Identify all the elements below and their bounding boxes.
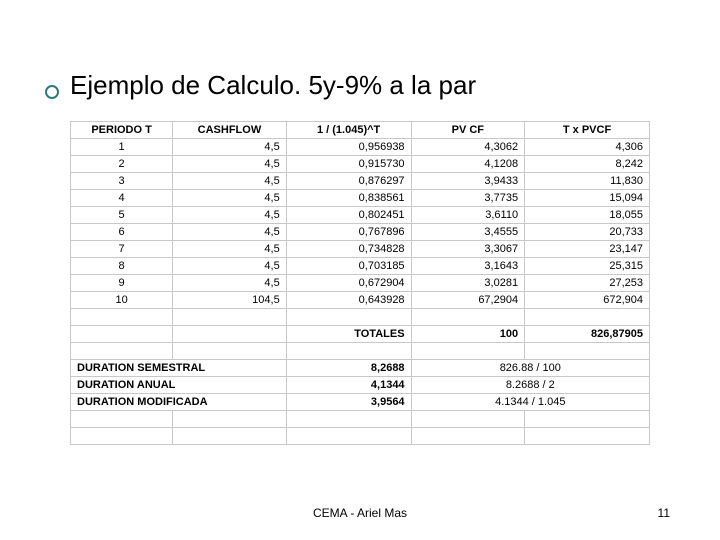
table-row: 10104,50,64392867,2904672,904 xyxy=(71,292,650,309)
page-number: 11 xyxy=(658,506,670,520)
summary-row: DURATION SEMESTRAL 8,2688 826.88 / 100 xyxy=(71,360,650,377)
table-row: 14,50,9569384,30624,306 xyxy=(71,139,650,156)
table-row: 84,50,7031853,164325,315 xyxy=(71,258,650,275)
duration-anual-calc: 8.2688 / 2 xyxy=(411,377,649,394)
table-row: 24,50,9157304,12088,242 xyxy=(71,156,650,173)
table-row: 64,50,7678963,455520,733 xyxy=(71,224,650,241)
table-row: 34,50,8762973,943311,830 xyxy=(71,173,650,190)
duration-anual-val: 4,1344 xyxy=(286,377,411,394)
col-discount: 1 / (1.045)^T xyxy=(286,122,411,139)
duration-semestral-label: DURATION SEMESTRAL xyxy=(71,360,287,377)
duration-semestral-calc: 826.88 / 100 xyxy=(411,360,649,377)
calculation-table: PERIODO T CASHFLOW 1 / (1.045)^T PV CF T… xyxy=(70,121,650,445)
totals-txpv: 826,87905 xyxy=(525,326,650,343)
slide-title: Ejemplo de Calculo. 5y-9% a la par xyxy=(70,70,670,101)
empty-row xyxy=(71,343,650,360)
empty-row xyxy=(71,428,650,445)
bullet-icon xyxy=(45,85,59,99)
summary-row: DURATION MODIFICADA 3,9564 4.1344 / 1.04… xyxy=(71,394,650,411)
duration-anual-label: DURATION ANUAL xyxy=(71,377,287,394)
table-header-row: PERIODO T CASHFLOW 1 / (1.045)^T PV CF T… xyxy=(71,122,650,139)
col-periodo: PERIODO T xyxy=(71,122,173,139)
table-row: 54,50,8024513,611018,055 xyxy=(71,207,650,224)
col-pvcf: PV CF xyxy=(411,122,525,139)
duration-modificada-label: DURATION MODIFICADA xyxy=(71,394,287,411)
table-row: 94,50,6729043,028127,253 xyxy=(71,275,650,292)
totals-row: TOTALES 100 826,87905 xyxy=(71,326,650,343)
summary-row: DURATION ANUAL 4,1344 8.2688 / 2 xyxy=(71,377,650,394)
duration-semestral-val: 8,2688 xyxy=(286,360,411,377)
footer-author: CEMA - Ariel Mas xyxy=(0,506,720,520)
totals-pv: 100 xyxy=(411,326,525,343)
col-txpvcf: T x PVCF xyxy=(525,122,650,139)
duration-modificada-calc: 4.1344 / 1.045 xyxy=(411,394,649,411)
duration-modificada-val: 3,9564 xyxy=(286,394,411,411)
table-row: 44,50,8385613,773515,094 xyxy=(71,190,650,207)
col-cashflow: CASHFLOW xyxy=(173,122,287,139)
empty-row xyxy=(71,411,650,428)
table-row: 74,50,7348283,306723,147 xyxy=(71,241,650,258)
totals-label: TOTALES xyxy=(286,326,411,343)
empty-row xyxy=(71,309,650,326)
